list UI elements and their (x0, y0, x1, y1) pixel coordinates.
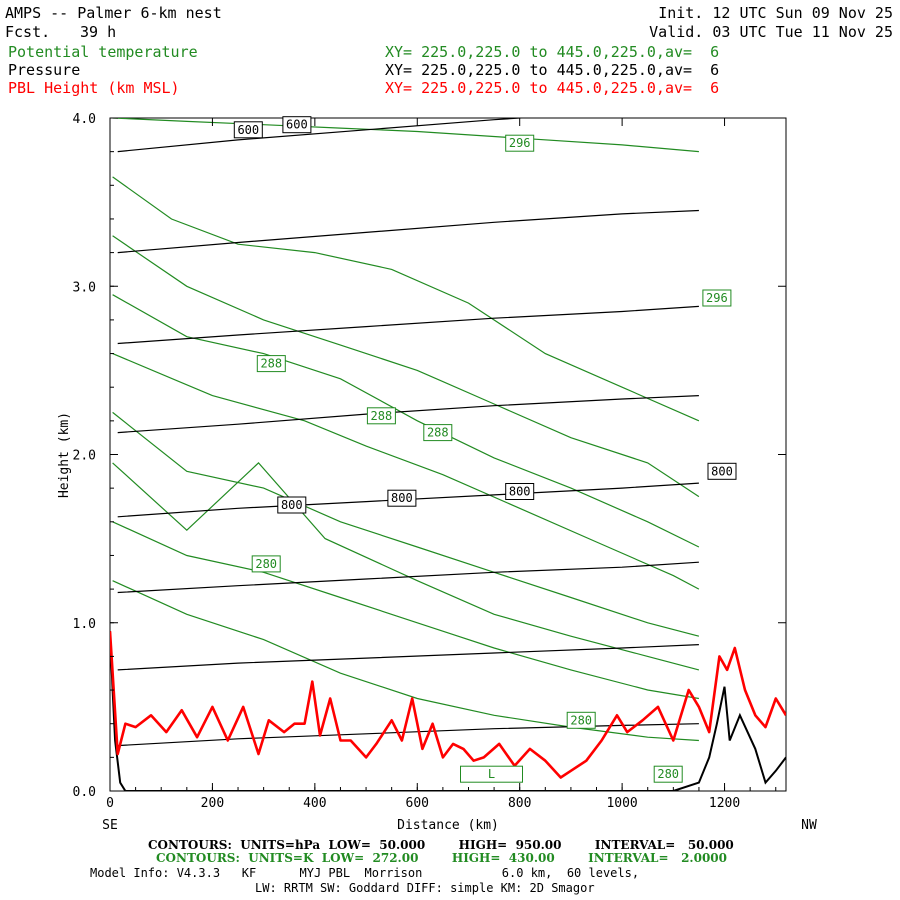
theta-label: 288 (427, 426, 449, 440)
theta-label: 296 (509, 136, 531, 150)
low-label-box (460, 765, 523, 783)
theta-label: 288 (371, 409, 393, 423)
pressure-contour-950 (117, 723, 699, 747)
pressure-contour-750 (117, 395, 699, 434)
theta-label: 280 (657, 767, 679, 781)
valid-time: Valid. 03 UTC Tue 11 Nov 25 (649, 23, 893, 41)
theta-label-box (366, 407, 396, 425)
init-time: Init. 12 UTC Sun 09 Nov 25 (658, 4, 893, 22)
terrain (110, 631, 786, 791)
axes: 0 200 400 600 800 1000 1200 0.0 1.0 2.0 3.0 4.0 (73, 112, 786, 811)
footer-physics: LW: RRTM SW: Goddard DIFF: simple KM: 2D… (255, 881, 595, 895)
x-tick-label: 0 (106, 796, 114, 811)
legend-pbl-label: PBL Height (km MSL) (8, 79, 180, 97)
pressure-contour-850 (117, 561, 699, 594)
pressure-contour-800 (117, 482, 699, 518)
se-end-label: SE (102, 818, 118, 833)
low-label: L (488, 767, 495, 781)
pressure-contours (117, 118, 699, 747)
theta-contour-284 (112, 462, 700, 671)
footer-pressure-contours: CONTOURS: UNITS=hPa LOW= 50.000 HIGH= 95… (148, 838, 734, 852)
x-tick-label: 800 (508, 796, 531, 811)
y-tick-label: 1.0 (73, 617, 96, 632)
nw-end-label: NW (801, 818, 817, 833)
theta-contour-294 (112, 176, 700, 422)
y-tick-label: 3.0 (73, 280, 96, 295)
pressure-label: 600 (286, 118, 308, 132)
theta-label-box (566, 711, 596, 729)
x-axis-title: Distance (km) (397, 818, 499, 833)
legend-theta-label: Potential temperature (8, 43, 198, 61)
y-tick-label: 2.0 (73, 449, 96, 464)
y-tick-label: 0.0 (73, 785, 96, 800)
xy-pressure: XY= 225.0,225.0 to 445.0,225.0,av= 6 (385, 61, 720, 79)
y-tick-label: 4.0 (73, 112, 96, 127)
theta-contours (112, 118, 700, 742)
x-tick-label: 1200 (709, 796, 740, 811)
model-title: AMPS -- Palmer 6-km nest (5, 4, 222, 22)
pressure-label-box (233, 121, 263, 139)
pressure-contour-600 (117, 118, 530, 153)
xy-theta: XY= 225.0,225.0 to 445.0,225.0,av= 6 (385, 43, 720, 61)
theta-contour-282 (112, 521, 699, 700)
theta-contour-286 (112, 411, 700, 637)
pressure-contour-900 (117, 644, 699, 671)
theta-contour-292 (112, 235, 700, 498)
theta-label-box (256, 355, 286, 373)
theta-label: 296 (706, 291, 728, 305)
forecast-label: Fcst. (5, 23, 51, 41)
theta-label-box (251, 555, 281, 573)
footer-model-info: Model Info: V4.3.3 KF MYJ PBL Morrison 6… (90, 866, 640, 880)
terrain-line (110, 631, 786, 791)
x-tick-label: 200 (201, 796, 224, 811)
y-axis-title: Height (km) (57, 412, 72, 498)
pressure-contour-650 (117, 209, 699, 254)
theta-label: 288 (260, 357, 282, 371)
pbl-height-line (110, 631, 786, 779)
pressure-label: 800 (281, 498, 303, 512)
plot-frame (109, 117, 787, 792)
xy-pbl: XY= 225.0,225.0 to 445.0,225.0,av= 6 (385, 79, 720, 97)
contour-labels: 600 600 800 800 800 800 296 296 288 288 288 280 280 2… (233, 116, 737, 783)
theta-contour-290 (112, 294, 700, 548)
pressure-contour-700 (117, 305, 699, 345)
theta-label-box (423, 424, 453, 442)
pressure-label: 800 (509, 485, 531, 499)
pressure-label: 800 (391, 491, 413, 505)
legend-pressure-label: Pressure (8, 61, 81, 79)
theta-label-box (505, 134, 535, 152)
x-tick-label: 400 (303, 796, 326, 811)
pressure-label: 600 (237, 123, 259, 137)
pressure-label-box (282, 116, 312, 134)
theta-contour-280 (112, 580, 699, 742)
theta-label-box (702, 289, 732, 307)
pressure-label-box (707, 462, 737, 480)
x-tick-label: 600 (406, 796, 429, 811)
pbl-height (110, 631, 786, 779)
theta-label-box (653, 765, 683, 783)
theta-contour-288 (112, 353, 700, 590)
pressure-label: 800 (711, 464, 733, 478)
pressure-label-box (505, 483, 535, 500)
theta-label: 280 (570, 713, 592, 727)
forecast-hour: 39 h (80, 23, 117, 41)
theta-contour-296 (112, 118, 699, 153)
footer-theta-contours: CONTOURS: UNITS=K LOW= 272.00 HIGH= 430.… (156, 851, 727, 865)
x-tick-label: 1000 (606, 796, 637, 811)
pressure-label-box (387, 489, 417, 507)
theta-label: 280 (255, 557, 277, 571)
pressure-label-box (277, 496, 307, 514)
